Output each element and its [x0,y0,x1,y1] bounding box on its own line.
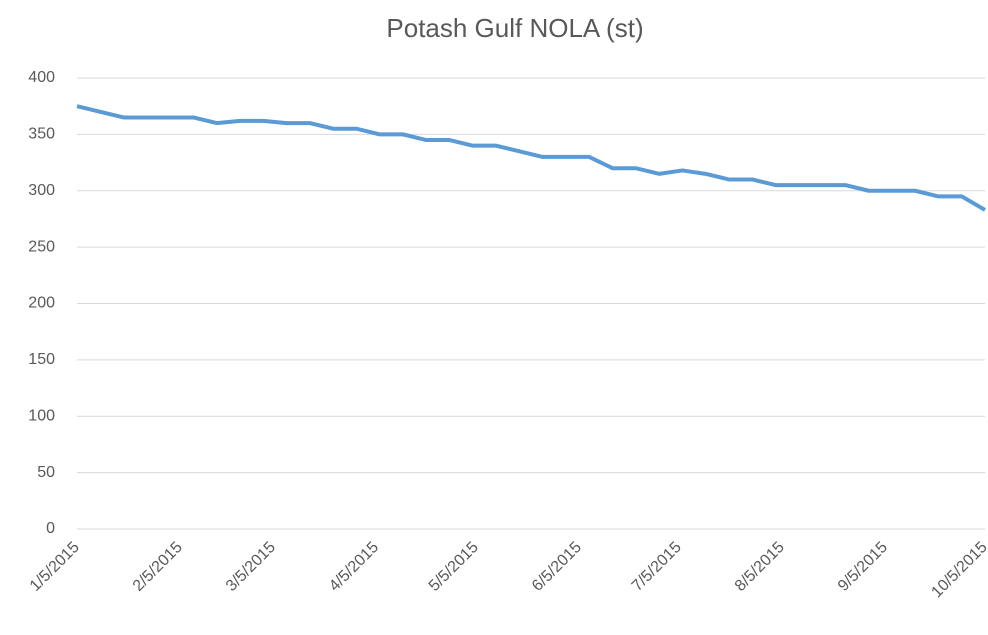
x-tick-label: 1/5/2015 [27,539,83,595]
data-line [76,104,987,212]
y-tick-label: 50 [37,464,55,481]
chart-title: Potash Gulf NOLA (st) [386,13,643,43]
y-tick-label: 250 [28,238,55,255]
y-tick-label: 100 [28,407,55,424]
x-tick-label: 5/5/2015 [426,539,482,595]
x-tick-label: 3/5/2015 [223,539,279,595]
y-tick-label: 0 [46,520,55,537]
y-tick-label: 400 [28,69,55,86]
x-tick-label: 4/5/2015 [326,539,382,595]
x-tick-label: 9/5/2015 [835,539,891,595]
y-tick-label: 150 [28,351,55,368]
x-tick-label: 8/5/2015 [732,539,788,595]
x-tick-label: 7/5/2015 [629,539,685,595]
y-tick-label: 300 [28,182,55,199]
x-tick-label: 2/5/2015 [130,539,186,595]
y-tick-label: 350 [28,126,55,143]
y-tick-label: 200 [28,295,55,312]
x-tick-label: 10/5/2015 [928,539,988,601]
x-tick-label: 6/5/2015 [529,539,585,595]
